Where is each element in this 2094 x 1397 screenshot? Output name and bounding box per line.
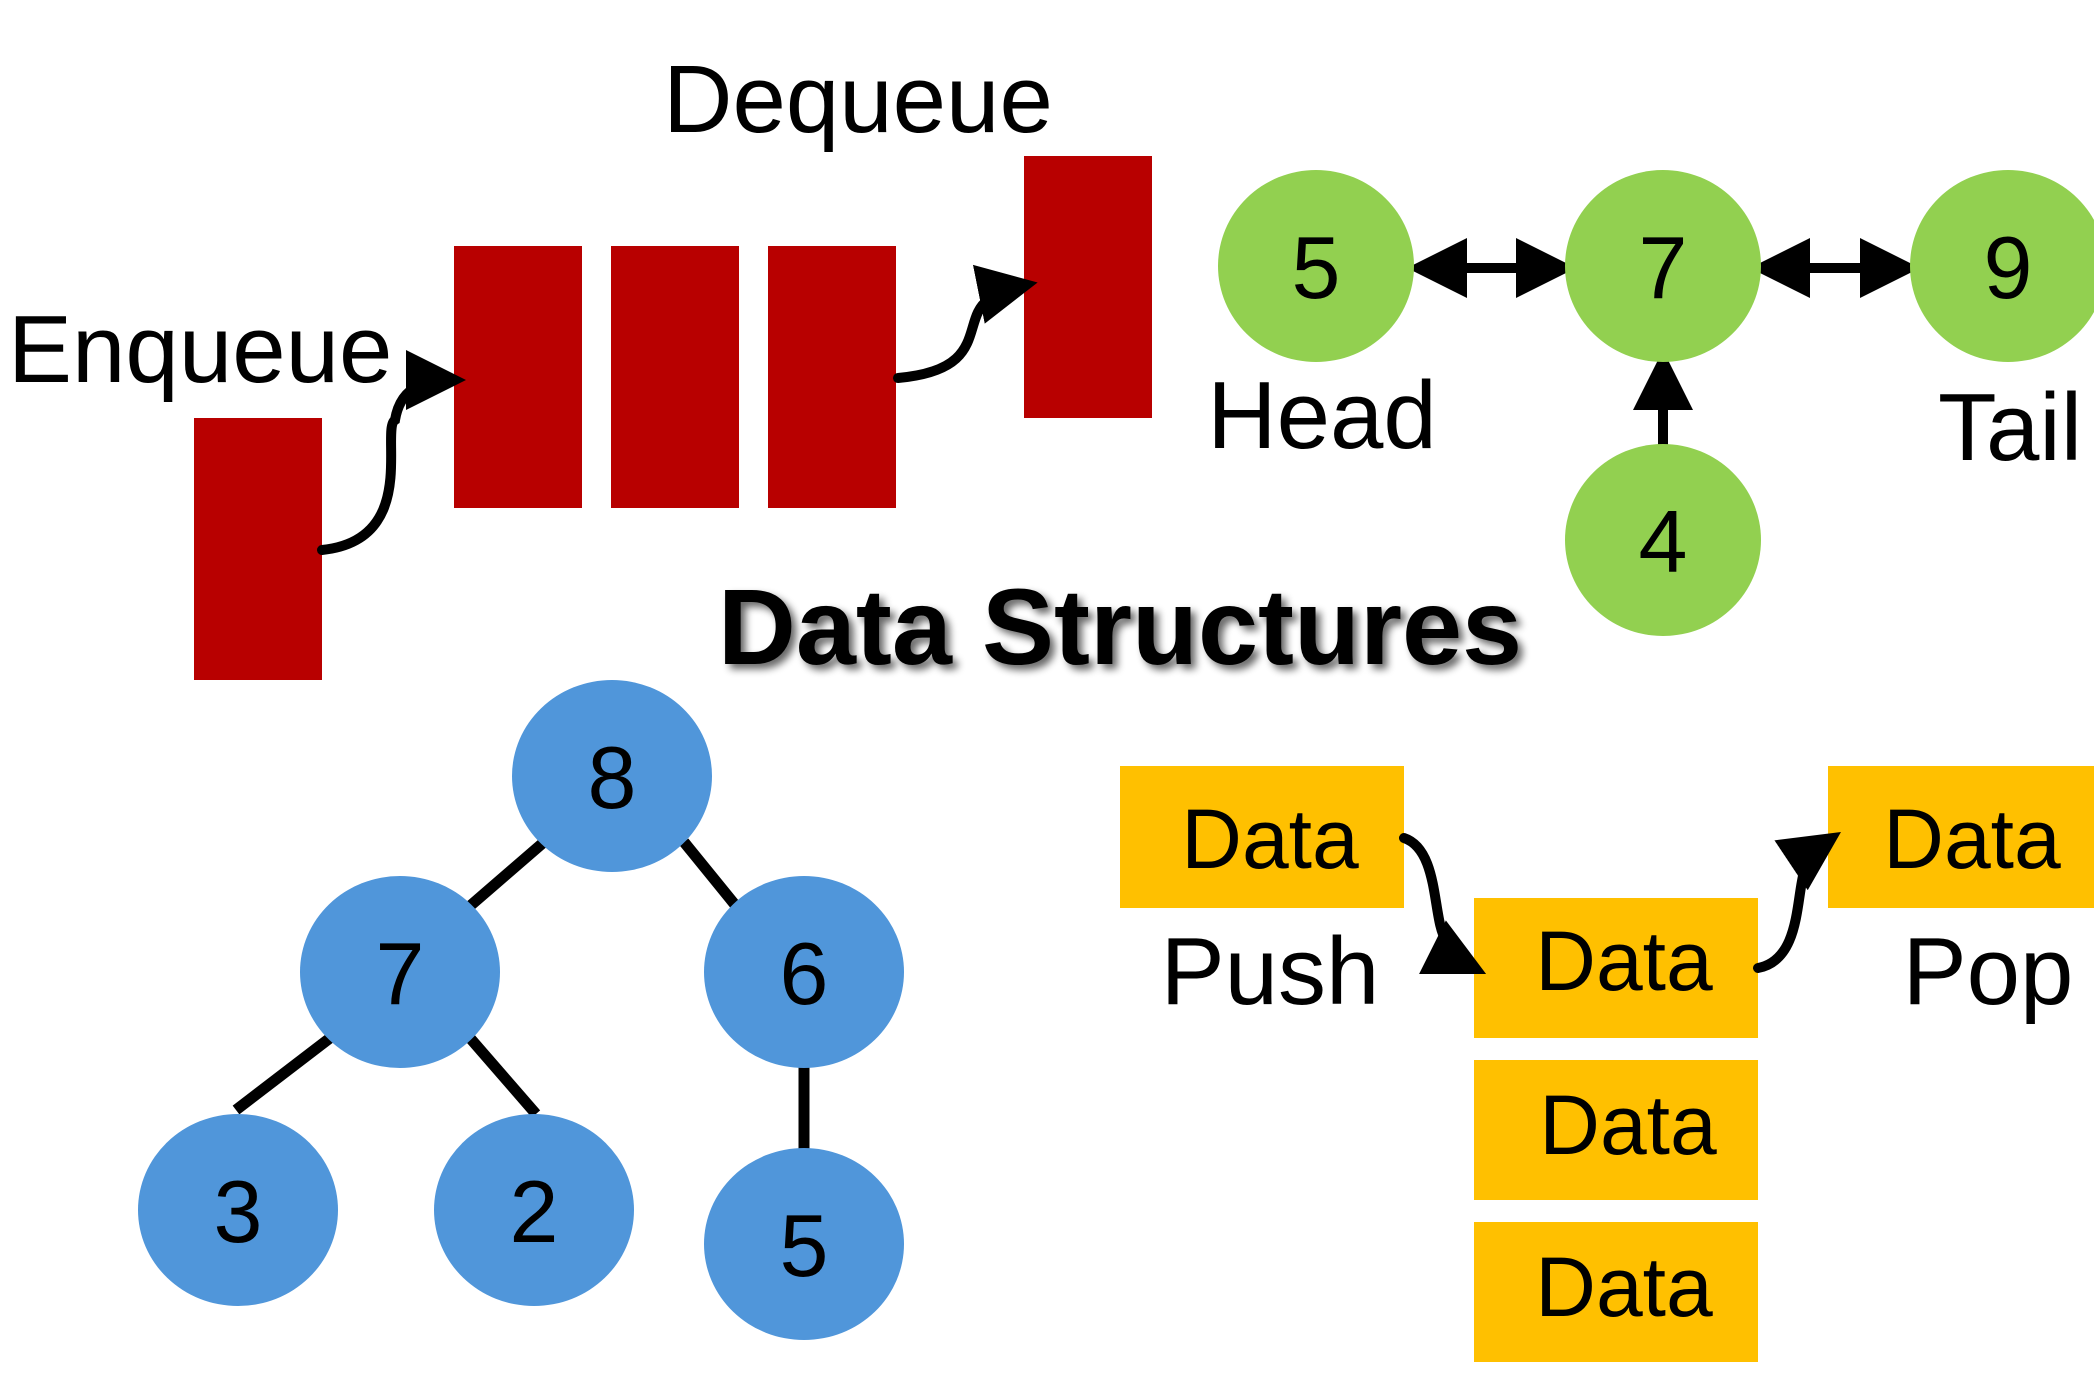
stack-pop-item-text: Data <box>1883 792 2061 886</box>
stack-item-2 <box>1474 1060 1758 1200</box>
stack-pop-item <box>1828 766 2094 908</box>
queue-block-2 <box>611 246 739 508</box>
queue-diagram: Enqueue Dequeue <box>8 46 1152 680</box>
list-node-7 <box>1565 170 1761 362</box>
stack-item-1-text: Data <box>1535 914 1713 1008</box>
dequeue-arrow <box>893 264 1038 383</box>
tree-edge-8-7 <box>466 837 548 911</box>
dequeue-label: Dequeue <box>663 46 1053 153</box>
list-node-4-value: 4 <box>1639 492 1688 591</box>
tree-node-7 <box>300 876 500 1068</box>
push-arrow <box>1399 833 1487 975</box>
list-node-4 <box>1565 444 1761 636</box>
push-label: Push <box>1161 918 1380 1025</box>
linked-list-diagram: 5 7 9 4 Head Tail <box>1207 170 2094 636</box>
tree-node-2-value: 2 <box>510 1162 559 1261</box>
tail-label: Tail <box>1938 374 2082 481</box>
stack-item-1 <box>1474 898 1758 1038</box>
tree-node-3 <box>138 1114 338 1306</box>
tree-edge-8-6 <box>679 838 741 910</box>
tree-node-8-value: 8 <box>588 728 637 827</box>
list-node-5 <box>1218 170 1414 362</box>
enqueue-label: Enqueue <box>8 296 392 403</box>
stack-item-2-text: Data <box>1539 1078 1717 1172</box>
stack-item-3 <box>1474 1222 1758 1362</box>
pop-arrow <box>1753 832 1841 973</box>
tree-node-6-value: 6 <box>780 924 829 1023</box>
list-node-7-value: 7 <box>1639 218 1688 317</box>
diagram-title: Data Structures <box>718 566 1522 687</box>
stack-item-3-text: Data <box>1535 1240 1713 1334</box>
tree-node-5 <box>704 1148 904 1340</box>
tree-node-5-value: 5 <box>780 1196 829 1295</box>
tree-diagram: 8 7 6 3 2 5 <box>138 680 904 1340</box>
tree-edge-7-2 <box>465 1034 541 1118</box>
head-label: Head <box>1207 362 1437 469</box>
queue-block-3 <box>768 246 896 508</box>
queue-enqueue-block <box>194 418 322 680</box>
list-node-9-value: 9 <box>1984 218 2033 317</box>
tree-node-2 <box>434 1114 634 1306</box>
queue-dequeue-block <box>1024 156 1152 418</box>
tree-node-8 <box>512 680 712 872</box>
tree-edge-7-3 <box>232 1033 334 1115</box>
tree-node-7-value: 7 <box>376 924 425 1023</box>
list-node-5-value: 5 <box>1292 218 1341 317</box>
stack-diagram: Data Data Data Data Data Push Pop <box>1120 766 2094 1362</box>
pop-label: Pop <box>1903 918 2074 1025</box>
tree-node-3-value: 3 <box>214 1162 263 1261</box>
stack-push-item <box>1120 766 1404 908</box>
list-node-9 <box>1910 170 2094 362</box>
tree-node-6 <box>704 876 904 1068</box>
enqueue-arrow <box>317 350 467 555</box>
stack-push-item-text: Data <box>1181 792 1359 886</box>
queue-block-1 <box>454 246 582 508</box>
